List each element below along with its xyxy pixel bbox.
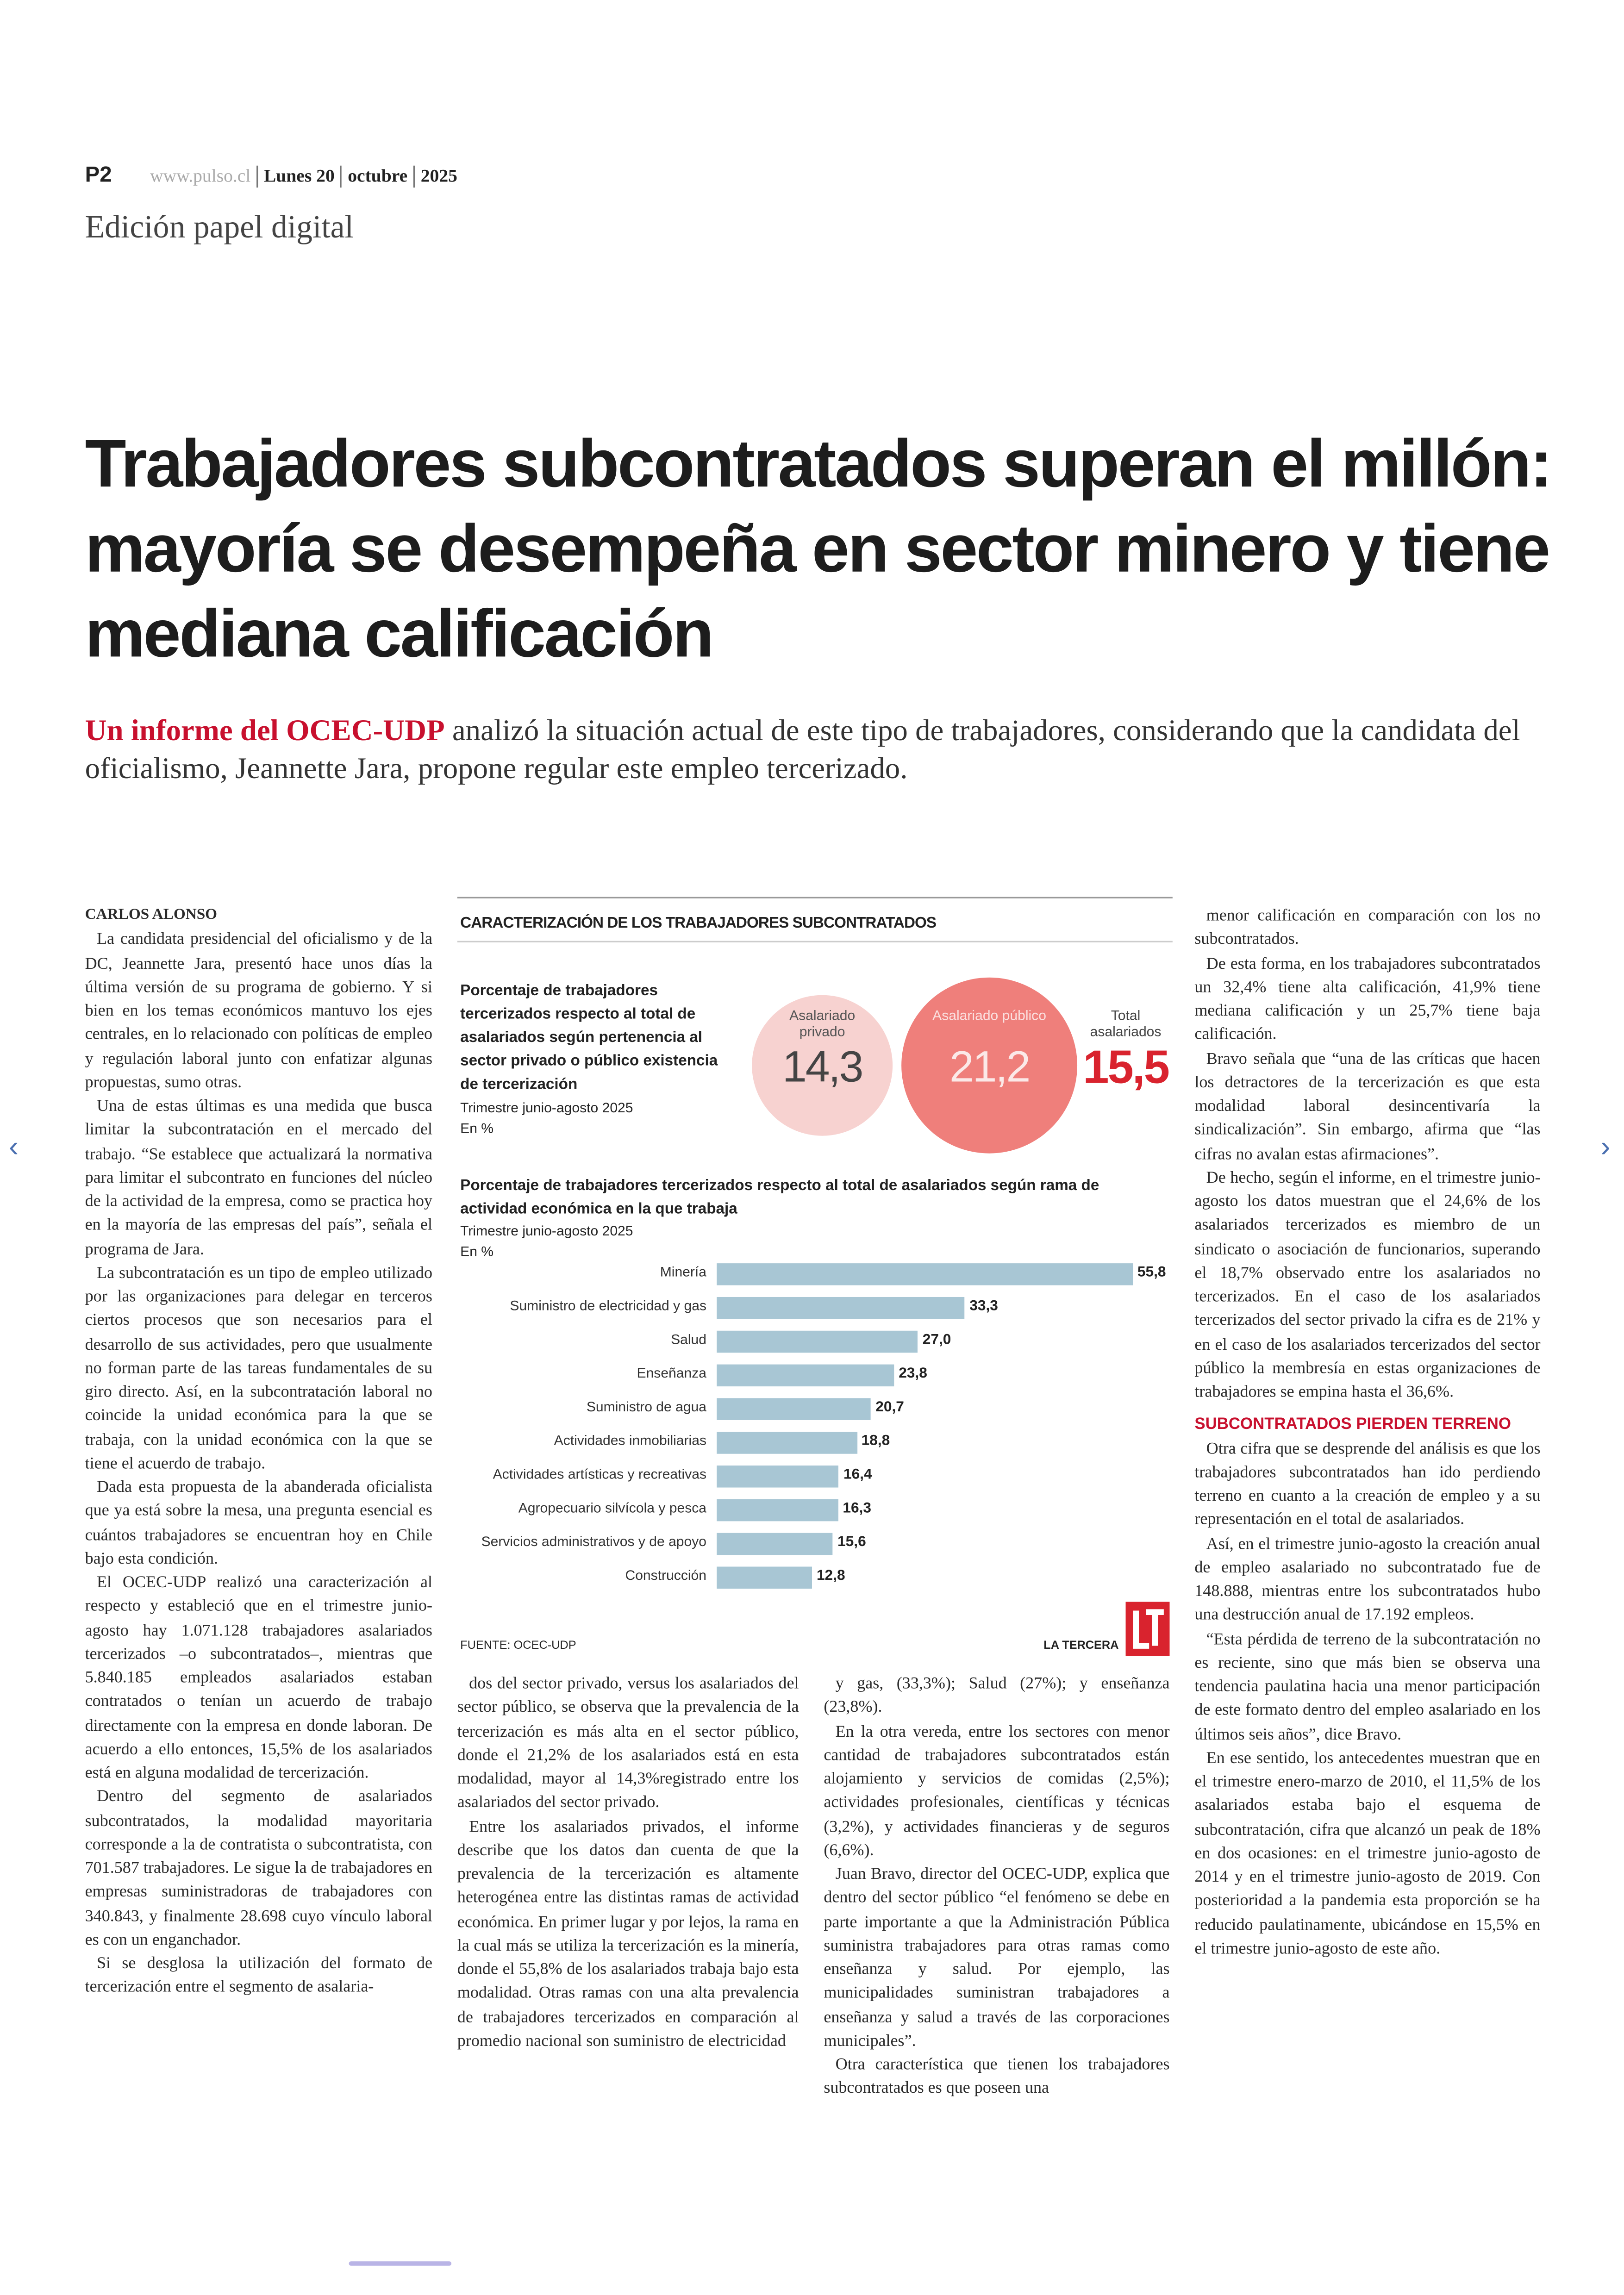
bubble-value: 21,2: [949, 1043, 1031, 1092]
category-label: Servicios administrativos y de apoyo: [481, 1534, 707, 1551]
rule: [457, 941, 1173, 942]
paragraph: De hecho, según el informe, en el trimes…: [1194, 1169, 1541, 1401]
value-label: 15,6: [837, 1534, 866, 1551]
bubble-label: Asalariado privado: [789, 1008, 856, 1041]
infographic-title: CARACTERIZACIÓN DE LOS TRABAJADORES SUBC…: [460, 914, 937, 932]
date-day: Lunes 20: [256, 165, 340, 188]
category-label: Suministro de agua: [586, 1399, 707, 1416]
paragraph: En la otra vereda, entre los sectores co…: [824, 1722, 1170, 1859]
paragraph: Si se desglosa la utilización del format…: [85, 1955, 432, 1996]
article-column: dos del sector privado, versus los asala…: [457, 1672, 799, 2053]
byline: CARLOS ALONSO: [85, 907, 218, 923]
bar: [717, 1566, 812, 1589]
value-label: 33,3: [969, 1298, 998, 1315]
category-label: Enseñanza: [637, 1366, 707, 1382]
paragraph: dos del sector privado, versus los asala…: [457, 1675, 799, 1812]
value-label: 16,3: [843, 1501, 871, 1517]
source: FUENTE: OCEC-UDP: [460, 1638, 576, 1652]
headline: Trabajadores subcontratados superan el m…: [85, 425, 1553, 672]
site-url: www.pulso.cl: [150, 165, 251, 187]
paragraph: Juan Bravo, director del OCEC-UDP, expli…: [824, 1865, 1170, 2050]
paragraph: La subcontratación es un tipo de empleo …: [85, 1264, 432, 1473]
category-label: Minería: [660, 1265, 707, 1281]
bubble-label: Asalariado público: [932, 1008, 1046, 1025]
lead-text: analizó la situación actual de este tipo…: [85, 715, 1520, 786]
category-label: Agropecuario silvícola y pesca: [518, 1501, 707, 1517]
scroll-indicator: [349, 2261, 452, 2266]
logo-mark: [1133, 1609, 1164, 1649]
paragraph: Una de estas últimas es una medida que b…: [85, 1098, 432, 1259]
value-label: 55,8: [1137, 1265, 1166, 1281]
paragraph: y gas, (33,3%); Salud (27%); y enseñanza…: [824, 1675, 1170, 1717]
value-label: 12,8: [816, 1568, 845, 1584]
value-label: 23,8: [899, 1366, 927, 1382]
bar: [717, 1263, 1133, 1285]
category-label: Suministro de electricidad y gas: [510, 1298, 707, 1315]
subhead: SUBCONTRATADOS PIERDEN TERRENO: [1194, 1416, 1512, 1434]
paragraph: Dentro del segmento de asalariados subco…: [85, 1788, 432, 1949]
chart-unit: En %: [460, 1244, 494, 1260]
paragraph: De esta forma, en los trabajadores subco…: [1194, 954, 1541, 1044]
bar: [717, 1533, 833, 1555]
paragraph: Otra característica que tienen los traba…: [824, 2056, 1170, 2098]
paragraph: “Esta pérdida de terreno de la subcontra…: [1194, 1630, 1541, 1744]
paragraph: El OCEC-UDP realizó una caracterización …: [85, 1574, 432, 1782]
paragraph: Otra cifra que se desprende del análisis…: [1194, 1440, 1541, 1529]
lead: Un informe del OCEC-UDP analizó la situa…: [85, 712, 1536, 789]
value-label: 27,0: [922, 1332, 951, 1348]
next-page[interactable]: ›: [1600, 1131, 1611, 1164]
category-label: Actividades artísticas y recreativas: [493, 1467, 707, 1484]
prev-page[interactable]: ‹: [8, 1131, 19, 1164]
chart-title: Porcentaje de trabajadores tercerizados …: [460, 1177, 1099, 1218]
value-label: 16,4: [843, 1467, 872, 1484]
page-header: P2 www.pulso.cl Lunes 20 octubre 2025: [85, 162, 463, 188]
article-column: menor calificación en comparación con lo…: [1194, 904, 1540, 1961]
bubble-value: 14,3: [782, 1043, 863, 1092]
period: Trimestre junio-agosto 2025: [460, 1100, 633, 1117]
date-year: 2025: [413, 165, 463, 188]
paragraph: Así, en el trimestre junio-agosto la cre…: [1194, 1535, 1541, 1624]
paragraph: menor calificación en comparación con lo…: [1194, 907, 1541, 949]
paragraph: Dada esta propuesta de la abanderada ofi…: [85, 1478, 432, 1568]
paragraph: En ese sentido, los antecedentes muestra…: [1194, 1749, 1541, 1958]
chart-subtitle: Trimestre junio-agosto 2025: [460, 1223, 633, 1240]
bubble-label: Total asalariados: [1090, 1008, 1162, 1041]
bar: [717, 1330, 918, 1353]
bar: [717, 1432, 857, 1454]
bar: [717, 1297, 965, 1319]
paragraph: La candidata presidencial del oficialism…: [85, 931, 432, 1091]
category-label: Salud: [671, 1332, 707, 1348]
section-title: Porcentaje de trabajadores tercerizados …: [460, 982, 718, 1093]
lead-highlight: Un informe del OCEC-UDP: [85, 715, 445, 748]
page-number: P2: [85, 162, 112, 188]
paragraph: Entre los asalariados privados, el infor…: [457, 1818, 799, 2050]
brand: LA TERCERA: [1043, 1638, 1119, 1652]
bar: [717, 1499, 838, 1522]
unit: En %: [460, 1121, 494, 1137]
article-column: CARLOS ALONSO La candidata presidencial d…: [85, 904, 432, 2000]
paragraph: Bravo señala que “una de las críticas qu…: [1194, 1050, 1541, 1163]
brand-logo: [1125, 1602, 1170, 1656]
bubble: [901, 977, 1078, 1154]
bar: [717, 1466, 839, 1488]
bar: [717, 1398, 871, 1420]
bar: [717, 1364, 894, 1387]
category-label: Construcción: [625, 1568, 707, 1584]
category-label: Actividades inmobiliarias: [554, 1433, 707, 1450]
date-month: octubre: [340, 165, 413, 188]
infographic: CARACTERIZACIÓN DE LOS TRABAJADORES SUBC…: [457, 897, 1173, 1666]
bubble: [752, 995, 893, 1136]
bubble-value: 15,5: [1083, 1040, 1170, 1093]
edition: Edición papel digital: [85, 208, 354, 245]
value-label: 18,8: [861, 1433, 890, 1450]
value-label: 20,7: [875, 1399, 904, 1416]
article-column: y gas, (33,3%); Salud (27%); y enseñanza…: [824, 1672, 1169, 2101]
rule: [457, 897, 1173, 898]
